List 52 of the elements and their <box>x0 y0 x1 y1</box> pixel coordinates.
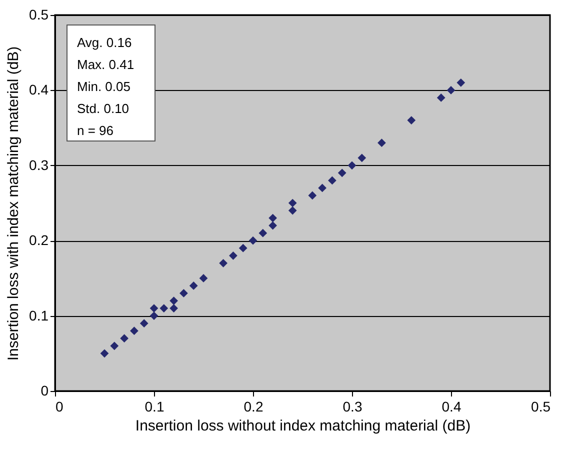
point <box>130 326 138 336</box>
annotation: Min. 0.05 <box>77 79 130 94</box>
x-tick-label: 0.1 <box>144 398 164 414</box>
annotation: Std. 0.10 <box>77 101 130 116</box>
y-axis-title: Insertion loss with index matching material (dB) <box>5 46 22 361</box>
point <box>308 191 317 200</box>
y-tick-label: 0.2 <box>29 232 49 248</box>
y-tick-label: 0 <box>40 382 49 398</box>
point <box>338 168 346 178</box>
point <box>288 206 297 215</box>
y-tick-label: 0.1 <box>29 307 49 324</box>
x-axis-title: Insertion loss without index matching material (dB) <box>135 418 471 434</box>
x-tick-label: 0.4 <box>442 398 462 414</box>
point <box>268 221 277 230</box>
point <box>140 319 148 328</box>
point <box>219 258 228 268</box>
point <box>258 228 268 238</box>
annotation: n = 96 <box>77 123 114 138</box>
point <box>407 116 416 124</box>
point <box>189 282 198 290</box>
y-tick-label: 0.5 <box>29 6 49 22</box>
point <box>378 138 386 148</box>
point <box>456 78 466 87</box>
point <box>238 244 248 252</box>
point <box>248 236 258 245</box>
point <box>150 312 158 320</box>
point <box>318 184 326 192</box>
y-tick-label: 0.3 <box>29 156 49 173</box>
point <box>100 349 109 358</box>
point <box>229 251 238 260</box>
point <box>160 304 168 312</box>
annotation: Max. 0.41 <box>77 57 134 72</box>
y-tick-label: 0.4 <box>29 82 49 98</box>
point <box>268 214 277 222</box>
x-tick-label: 0 <box>56 398 64 414</box>
point <box>358 154 366 162</box>
x-tick-label: 0.5 <box>531 398 551 414</box>
point <box>199 274 208 282</box>
point <box>436 94 446 102</box>
annotation: Avg. 0.16 <box>77 35 132 50</box>
point <box>150 304 158 312</box>
point <box>110 342 119 350</box>
point <box>446 86 456 94</box>
x-tick-label: 0.2 <box>244 398 264 414</box>
x-tick-label: 0.3 <box>342 398 362 414</box>
point <box>170 296 178 305</box>
point <box>288 198 297 208</box>
point <box>328 176 336 185</box>
point <box>120 334 128 343</box>
point <box>180 289 188 298</box>
point <box>348 161 356 170</box>
point <box>170 304 178 312</box>
